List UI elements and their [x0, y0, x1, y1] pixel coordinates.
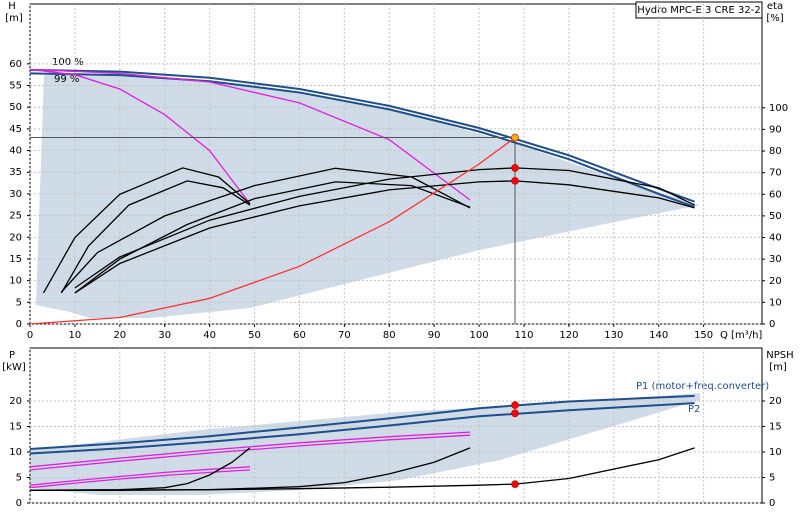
curve [30, 447, 471, 491]
curve [30, 68, 251, 205]
y-tick-label: 0 [16, 319, 22, 330]
y-tick-label: 25 [9, 211, 22, 222]
duty-point [511, 401, 519, 409]
y-unit: [kW] [2, 362, 26, 373]
y-tick-label: 10 [9, 447, 22, 458]
curve-label: 100 % [52, 57, 84, 68]
x-tick-label: 130 [604, 330, 623, 341]
y-unit: [m] [5, 13, 23, 24]
y2-tick-label: 10 [769, 447, 782, 458]
curve [60, 180, 251, 294]
curve [30, 68, 695, 203]
x-tick-label: 40 [203, 330, 216, 341]
y-tick-label: 5 [16, 297, 22, 308]
x-tick-label: 80 [383, 330, 396, 341]
y-tick-label: 45 [9, 124, 22, 135]
y-tick-label: 20 [9, 396, 22, 407]
y2-tick-label: 0 [769, 319, 775, 330]
curve [74, 181, 471, 294]
x-tick-label: 90 [428, 330, 441, 341]
y-tick-label: 55 [9, 81, 22, 92]
y2-tick-label: 20 [769, 276, 782, 287]
curve [30, 402, 695, 455]
y2-tick-label: 100 [769, 103, 788, 114]
x-tick-label: 50 [248, 330, 261, 341]
series-label: P2 [688, 404, 700, 415]
curve [30, 394, 695, 450]
y-tick-label: 15 [9, 254, 22, 265]
y2-tick-label: 15 [769, 422, 782, 433]
curve [30, 434, 471, 471]
y2-label: eta [767, 1, 783, 12]
y-tick-label: 50 [9, 102, 22, 113]
y2-label: NPSH [766, 350, 793, 361]
y2-unit: [m] [769, 362, 787, 373]
y-tick-label: 5 [16, 473, 22, 484]
x-tick-label: 70 [338, 330, 351, 341]
duty-point [511, 133, 519, 142]
y-label: H [8, 1, 16, 12]
y-tick-label: 20 [9, 232, 22, 243]
y2-tick-label: 0 [769, 498, 775, 509]
y2-tick-label: 60 [769, 189, 782, 200]
x-tick-label: 60 [293, 330, 306, 341]
y-tick-label: 10 [9, 276, 22, 287]
series-label: P1 (motor+freq.converter) [636, 381, 769, 392]
curve [30, 466, 251, 486]
y2-tick-label: 10 [769, 297, 782, 308]
y2-tick-label: 90 [769, 124, 782, 135]
x-tick-label: 20 [113, 330, 126, 341]
y-tick-label: 30 [9, 189, 22, 200]
y-label: P [9, 350, 15, 361]
y2-tick-label: 70 [769, 168, 782, 179]
curve [30, 469, 251, 489]
y-tick-label: 15 [9, 422, 22, 433]
duty-point [511, 409, 519, 418]
y2-tick-label: 40 [769, 233, 782, 244]
y2-tick-label: 80 [769, 146, 782, 157]
x-tick-label: 120 [559, 330, 578, 341]
y2-tick-label: 50 [769, 211, 782, 222]
x-label: Q [m³/h] [720, 330, 762, 341]
chart-title: Hydro MPC-E 3 CRE 32-2 [637, 5, 760, 16]
curve [42, 167, 251, 294]
curve [30, 431, 471, 468]
x-tick-label: 10 [69, 330, 82, 341]
curve [30, 68, 471, 201]
title-box [635, 1, 763, 19]
x-tick-label: 140 [649, 330, 668, 341]
duty-point [511, 480, 519, 488]
curve [74, 167, 695, 289]
x-tick-label: 110 [514, 330, 533, 341]
duty-point [511, 164, 519, 172]
operating-range [36, 73, 700, 318]
x-tick-label: 150 [694, 330, 713, 341]
y-tick-label: 60 [9, 59, 22, 70]
x-tick-label: 30 [158, 330, 171, 341]
curve [60, 167, 471, 293]
y2-unit: [%] [766, 13, 783, 24]
y-tick-label: 35 [9, 167, 22, 178]
y-tick-label: 0 [16, 498, 22, 509]
y2-tick-label: 30 [769, 254, 782, 265]
x-tick-label: 0 [27, 330, 33, 341]
y2-tick-label: 5 [769, 473, 775, 484]
y2-tick-label: 20 [769, 396, 782, 407]
y-tick-label: 40 [9, 146, 22, 157]
curve [30, 447, 251, 491]
x-tick-label: 100 [470, 330, 489, 341]
duty-point [511, 177, 519, 185]
curve [30, 137, 516, 324]
curve-label: 99 % [54, 74, 79, 85]
curve [74, 180, 695, 294]
